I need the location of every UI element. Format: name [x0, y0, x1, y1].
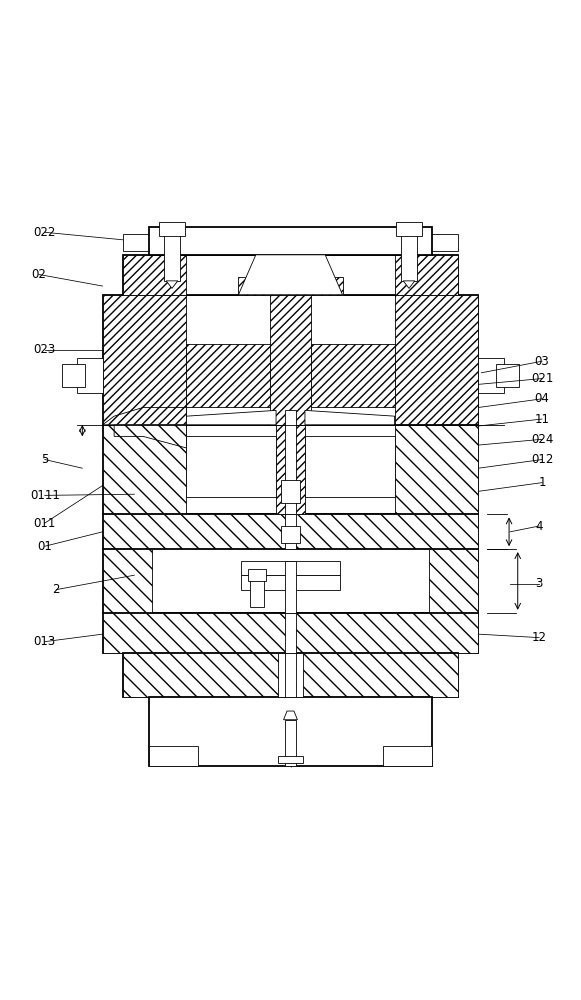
- Text: 023: 023: [34, 343, 56, 356]
- Text: 012: 012: [531, 453, 553, 466]
- Bar: [103, 425, 187, 514]
- Bar: [496, 364, 519, 387]
- Bar: [103, 549, 478, 613]
- Polygon shape: [187, 344, 270, 407]
- Bar: [103, 425, 478, 514]
- Bar: [149, 227, 432, 255]
- Bar: [164, 233, 180, 281]
- Bar: [123, 255, 187, 295]
- Text: 4: 4: [535, 520, 543, 533]
- Bar: [394, 255, 458, 295]
- Polygon shape: [403, 281, 415, 288]
- Text: 12: 12: [532, 631, 547, 644]
- Bar: [276, 425, 305, 514]
- Bar: [103, 613, 478, 653]
- Polygon shape: [284, 711, 297, 720]
- Bar: [394, 295, 478, 425]
- Bar: [285, 410, 296, 514]
- Bar: [187, 436, 276, 497]
- Bar: [103, 295, 478, 425]
- Text: 024: 024: [531, 433, 553, 446]
- Bar: [103, 549, 152, 613]
- Polygon shape: [238, 255, 343, 295]
- Bar: [241, 561, 340, 575]
- Bar: [159, 222, 185, 236]
- Bar: [285, 613, 296, 653]
- Bar: [103, 613, 478, 653]
- Text: 11: 11: [535, 413, 550, 426]
- Bar: [149, 697, 432, 766]
- Text: 03: 03: [535, 355, 550, 368]
- Bar: [241, 575, 340, 590]
- Bar: [77, 358, 103, 393]
- Bar: [285, 514, 296, 549]
- Bar: [426, 234, 458, 251]
- Bar: [123, 653, 458, 697]
- Text: 0111: 0111: [30, 489, 60, 502]
- Text: 011: 011: [34, 517, 56, 530]
- Bar: [478, 358, 504, 393]
- Bar: [396, 222, 422, 236]
- Bar: [103, 514, 478, 549]
- Bar: [278, 653, 303, 697]
- Bar: [285, 653, 296, 697]
- Text: 013: 013: [34, 635, 56, 648]
- Bar: [305, 436, 394, 497]
- Bar: [149, 746, 198, 766]
- Bar: [285, 720, 296, 766]
- Polygon shape: [114, 425, 187, 448]
- Text: 02: 02: [31, 268, 46, 281]
- Text: 5: 5: [41, 453, 48, 466]
- Bar: [103, 295, 187, 425]
- Bar: [250, 575, 264, 607]
- Text: 021: 021: [531, 372, 553, 385]
- Bar: [248, 569, 266, 581]
- Polygon shape: [103, 407, 187, 425]
- Bar: [383, 746, 432, 766]
- Bar: [278, 756, 303, 763]
- Bar: [281, 526, 300, 543]
- Bar: [429, 549, 478, 613]
- Bar: [123, 255, 458, 295]
- Bar: [285, 561, 296, 613]
- Bar: [123, 234, 155, 251]
- Text: 022: 022: [34, 226, 56, 239]
- Bar: [238, 277, 343, 295]
- Bar: [281, 480, 300, 503]
- Polygon shape: [311, 344, 394, 407]
- Text: 2: 2: [52, 583, 60, 596]
- Polygon shape: [187, 410, 276, 425]
- Bar: [270, 295, 311, 425]
- Text: 3: 3: [536, 577, 543, 590]
- Bar: [62, 364, 85, 387]
- Bar: [103, 514, 478, 549]
- Polygon shape: [166, 281, 178, 288]
- Text: 01: 01: [37, 540, 52, 553]
- Bar: [394, 425, 478, 514]
- Text: 04: 04: [535, 392, 550, 405]
- Polygon shape: [305, 410, 394, 425]
- Text: 1: 1: [538, 476, 546, 489]
- Bar: [123, 653, 458, 697]
- Bar: [401, 233, 417, 281]
